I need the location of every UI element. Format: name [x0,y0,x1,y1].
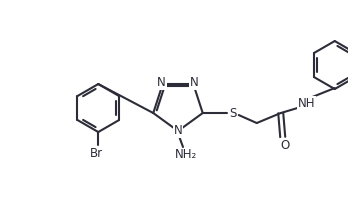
Text: NH₂: NH₂ [175,149,197,161]
Text: Br: Br [90,147,103,159]
Text: N: N [157,76,166,89]
Text: S: S [229,107,236,120]
Text: NH: NH [298,97,316,109]
Text: O: O [280,138,289,152]
Text: N: N [190,76,199,89]
Text: N: N [174,124,182,138]
